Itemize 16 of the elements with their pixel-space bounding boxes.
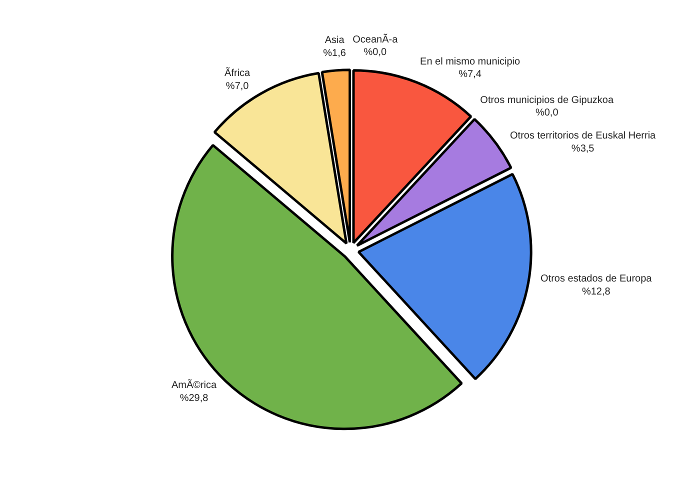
data-label: %1,6 [323,48,346,59]
slice-label: Otros estados de Europa [540,274,652,285]
category-label: OceanÃ-a [352,34,398,46]
data-label: %12,8 [582,286,611,298]
data-label: %7,0 [226,80,250,92]
category-label: Otros municipios de Gipuzkoa [480,95,614,106]
data-label: %3,5 [571,143,595,154]
text: %0,0 [364,47,387,58]
data-label: %7,4 [458,68,482,80]
data-label: %29,8 [180,392,209,404]
slice-label: Ãfrica [224,67,251,80]
text: %0,0 [535,108,558,119]
slice-label: Asia [324,35,345,46]
slice-label: Otros territorios de Euskal Herria [510,130,656,142]
slice-label: AmÃ©rica [171,379,218,392]
slice-label: En el mismo municipio [420,56,520,68]
